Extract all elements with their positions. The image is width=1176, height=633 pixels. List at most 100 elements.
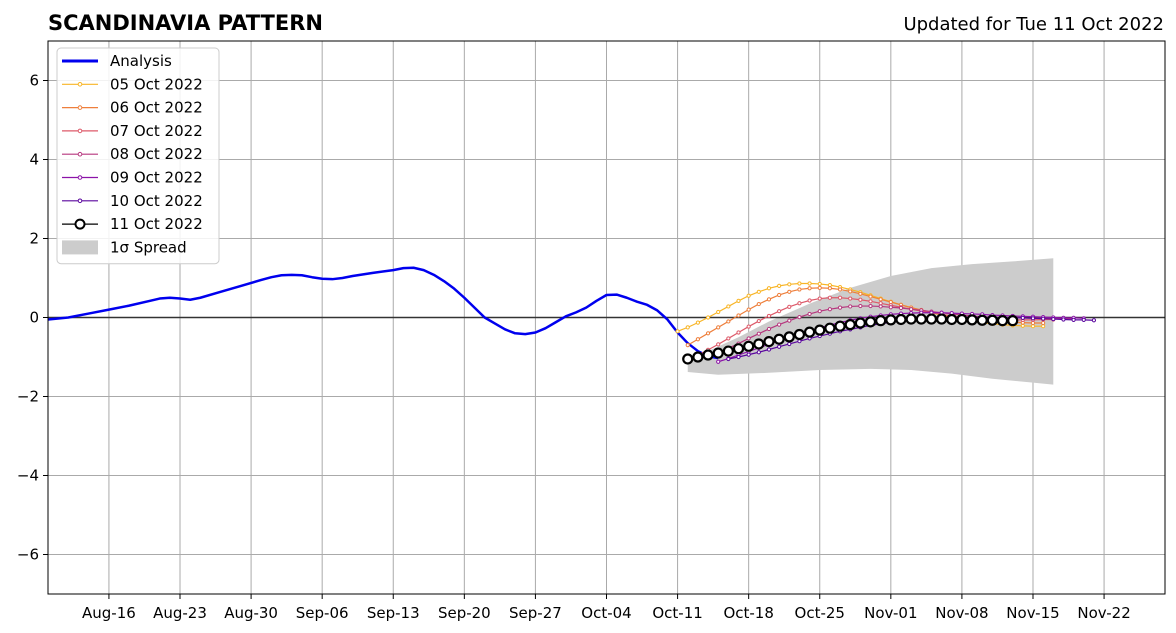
- forecast-point: [726, 319, 731, 324]
- y-tick-label: 6: [29, 72, 39, 90]
- forecast-point: [827, 295, 833, 300]
- forecast-point: [746, 293, 751, 298]
- forecast-point: [807, 281, 812, 286]
- x-tick-label: Sep-06: [296, 604, 349, 622]
- legend-item: 1σ Spread: [62, 238, 187, 256]
- x-tick-label: Oct-18: [723, 604, 773, 622]
- y-tick-label: 4: [29, 151, 39, 169]
- forecast-point: [675, 329, 680, 334]
- forecast-point: [793, 328, 806, 341]
- forecast-point: [685, 325, 690, 330]
- forecast-point: [726, 336, 731, 341]
- forecast-point: [746, 352, 751, 357]
- forecast-point: [986, 314, 998, 326]
- forecast-point: [864, 316, 877, 328]
- forecast-point: [797, 287, 802, 292]
- analysis-series: [47, 266, 719, 360]
- forecast-point: [824, 322, 836, 334]
- forecast-point: [817, 285, 822, 290]
- forecast-point: [878, 304, 883, 309]
- forecast-point: [787, 289, 792, 294]
- forecast-point: [702, 349, 714, 361]
- forecast-point: [895, 313, 907, 326]
- y-axis: 6 4 2 0 −2 −4 −6: [17, 72, 48, 564]
- x-tick-label: Nov-15: [1006, 604, 1059, 622]
- forecast-point: [756, 289, 761, 294]
- y-tick-label: −2: [17, 388, 39, 406]
- forecast-point: [844, 319, 856, 331]
- forecast-point: [905, 313, 917, 325]
- forecast-point: [787, 282, 792, 287]
- forecast-point: [756, 331, 761, 336]
- forecast-point: [854, 317, 866, 329]
- forecast-point: [817, 281, 822, 287]
- analysis-line: [47, 266, 719, 360]
- forecast-point: [848, 289, 853, 294]
- legend-item: Analysis: [62, 52, 172, 70]
- legend-marker: [77, 128, 83, 134]
- legend-marker: [77, 105, 83, 110]
- forecast-point: [777, 283, 782, 288]
- forecast-point: [797, 315, 802, 320]
- forecast-point: [837, 287, 843, 292]
- forecast-point: [827, 286, 833, 291]
- x-tick-label: Oct-25: [795, 604, 845, 622]
- forecast-point: [807, 286, 812, 291]
- forecast-point: [777, 344, 782, 349]
- forecast-point: [868, 294, 873, 299]
- legend-item: 06 Oct 2022: [62, 99, 203, 117]
- forecast-point: [705, 331, 711, 336]
- forecast-point: [803, 326, 816, 338]
- x-tick-label: Nov-01: [864, 604, 917, 622]
- legend-item: 10 Oct 2022: [62, 192, 203, 210]
- legend-label: Analysis: [110, 52, 172, 70]
- forecast-point: [682, 353, 694, 365]
- legend-marker: [74, 218, 86, 230]
- legend-marker: [77, 175, 83, 180]
- forecast-point: [848, 304, 853, 309]
- x-tick-label: Aug-30: [224, 604, 278, 622]
- forecast-point: [909, 307, 914, 312]
- forecast-point: [766, 326, 772, 332]
- forecast-point: [834, 320, 846, 332]
- legend-marker: [77, 198, 83, 204]
- forecast-point: [722, 345, 734, 357]
- legend-marker: [77, 82, 83, 87]
- forecast-point: [736, 354, 741, 360]
- legend-label: 1σ Spread: [110, 238, 187, 256]
- forecast-point: [732, 343, 745, 355]
- forecast-point: [797, 301, 802, 306]
- forecast-point: [868, 299, 873, 304]
- forecast-point: [716, 342, 721, 347]
- forecast-point: [763, 335, 775, 348]
- forecast-point: [692, 351, 704, 363]
- chart-subtitle: Updated for Tue 11 Oct 2022: [903, 14, 1164, 35]
- forecast-point: [716, 359, 721, 364]
- x-axis: Aug-16 Aug-23 Aug-30 Sep-06 Sep-13 Sep-20 Sep-…: [82, 594, 1131, 622]
- forecast-point: [848, 296, 853, 301]
- forecast-point: [773, 333, 785, 345]
- forecast-point: [797, 281, 802, 286]
- forecast-point: [1041, 316, 1046, 321]
- forecast-point: [756, 350, 761, 355]
- legend-item: 07 Oct 2022: [62, 122, 203, 140]
- forecast-point: [777, 309, 782, 314]
- forecast-point: [858, 291, 863, 296]
- forecast-point: [746, 307, 751, 312]
- forecast-point: [1081, 317, 1086, 322]
- forecast-point: [858, 297, 863, 302]
- forecast-point: [726, 356, 731, 362]
- legend-label: 06 Oct 2022: [110, 99, 203, 117]
- forecast-point: [716, 325, 721, 330]
- forecast-point: [946, 313, 958, 326]
- forecast-point: [726, 304, 731, 309]
- forecast-series-11-oct-2022: [682, 313, 1019, 365]
- legend-item: 05 Oct 2022: [62, 75, 203, 93]
- forecast-point: [1020, 315, 1025, 320]
- forecast-point: [783, 331, 795, 343]
- forecast-point: [925, 313, 938, 325]
- legend-item: 08 Oct 2022: [62, 145, 203, 163]
- legend-label: 10 Oct 2022: [110, 192, 203, 210]
- forecast-point: [766, 297, 772, 302]
